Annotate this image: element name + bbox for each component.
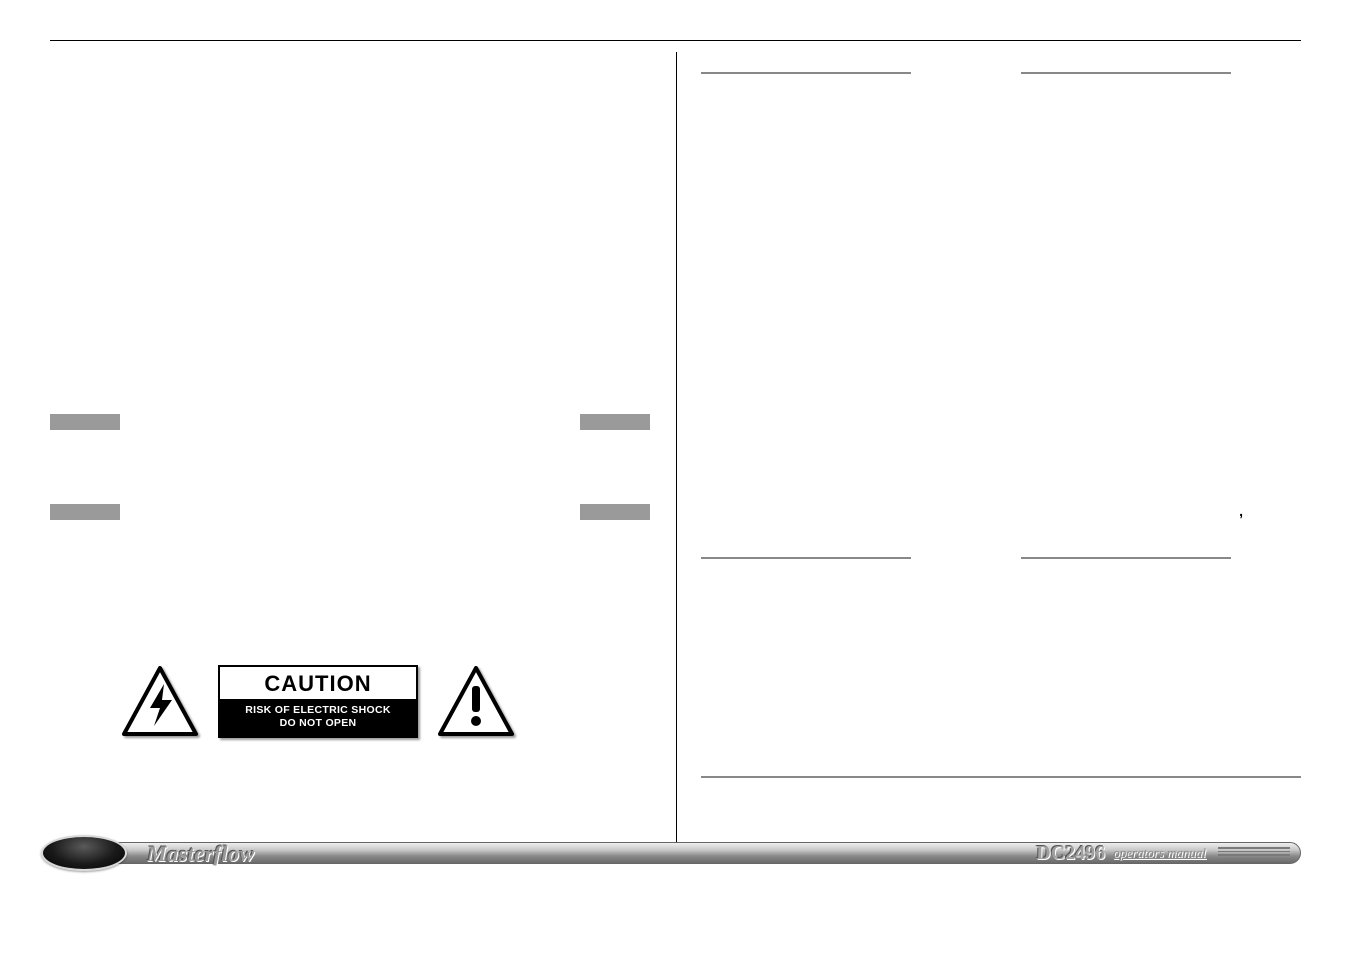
section-heading-underline <box>701 545 911 559</box>
caution-title: CAUTION <box>220 667 416 699</box>
top-rule <box>50 40 1301 41</box>
left-column: CAUTION RISK OF ELECTRIC SHOCK DO NOT OP… <box>50 60 650 526</box>
caution-warning-text: RISK OF ELECTRIC SHOCK DO NOT OPEN <box>220 699 416 736</box>
manual-label: operators manual <box>1113 845 1206 861</box>
section-heading-underline <box>701 60 911 74</box>
column-divider <box>676 52 677 854</box>
greybar-bot-left <box>50 504 120 520</box>
footer-bar: Masterflow DC2496 operators manual <box>50 842 1301 864</box>
caution-line-2: DO NOT OPEN <box>280 717 357 729</box>
caution-line-1: RISK OF ELECTRIC SHOCK <box>245 704 390 716</box>
greybar-row-2 <box>50 504 650 520</box>
spacer <box>701 93 1301 545</box>
greybar-top-left <box>50 414 120 430</box>
spacer <box>50 436 650 498</box>
exclamation-icon <box>436 666 516 738</box>
footer-right-group: DC2496 operators manual <box>1036 843 1290 863</box>
right-column: , <box>701 60 1301 778</box>
brand-oval-icon <box>41 835 127 871</box>
document-page: CAUTION RISK OF ELECTRIC SHOCK DO NOT OP… <box>50 20 1301 834</box>
section-heading-underline <box>1021 545 1231 559</box>
caution-warning-group: CAUTION RISK OF ELECTRIC SHOCK DO NOT OP… <box>120 665 516 738</box>
greybar-bot-right <box>580 504 650 520</box>
caution-label-box: CAUTION RISK OF ELECTRIC SHOCK DO NOT OP… <box>218 665 418 738</box>
greybar-row-1 <box>50 414 650 430</box>
section-top-right <box>1021 60 1301 93</box>
model-number: DC2496 <box>1036 842 1105 865</box>
lightning-bolt-icon <box>120 666 200 738</box>
brand-name: Masterflow <box>147 841 255 867</box>
section-row-mid <box>701 545 1301 578</box>
spacer <box>50 60 650 408</box>
section-heading-underline <box>1021 60 1231 74</box>
spacer <box>701 578 1301 756</box>
page-footer: Masterflow DC2496 operators manual <box>50 842 1301 884</box>
section-top-left <box>701 60 981 93</box>
section-bottom-underline <box>701 764 1301 778</box>
section-row-top <box>701 60 1301 93</box>
stray-character: , <box>1239 503 1243 519</box>
footer-lines-icon <box>1218 847 1290 859</box>
greybar-top-right <box>580 414 650 430</box>
section-mid-left <box>701 545 981 578</box>
section-mid-right <box>1021 545 1301 578</box>
